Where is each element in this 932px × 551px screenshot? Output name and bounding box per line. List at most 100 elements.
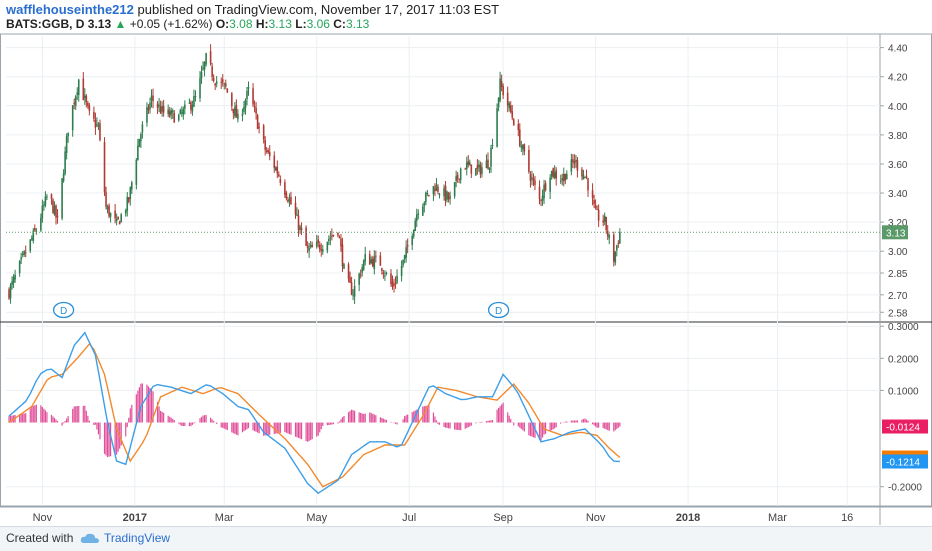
- candle-body: [215, 81, 218, 84]
- last-price-tag: [882, 225, 908, 240]
- x-tick-label: 16: [841, 512, 853, 524]
- candle-body: [543, 184, 545, 199]
- candle-body: [619, 232, 621, 244]
- candle-body: [475, 168, 477, 176]
- candle-body: [209, 51, 212, 64]
- candle-body: [555, 170, 557, 179]
- candle-body: [337, 233, 339, 236]
- close-label: C:: [333, 17, 346, 31]
- candle-body: [212, 77, 215, 81]
- candle-body: [614, 251, 617, 263]
- dividend-marker-icon[interactable]: [52, 301, 75, 319]
- created-with-text: Created with: [6, 531, 74, 545]
- candle-body: [284, 182, 286, 195]
- candle-body: [35, 230, 38, 232]
- chart-canvas[interactable]: Nov 2017 Mar May Jul Sep Nov 2018 Mar 16 4.40 4.20 4…: [0, 0, 932, 526]
- candle-body: [476, 165, 479, 169]
- x-tick-label: Sep: [493, 512, 513, 524]
- candle-body: [576, 159, 579, 171]
- price-tick-label: 4.20: [888, 73, 908, 84]
- candle-body: [170, 110, 173, 115]
- price-change: +0.05 (+1.62%): [129, 17, 213, 31]
- candle-body: [41, 205, 44, 219]
- candle-body: [243, 107, 245, 112]
- candle-body: [315, 242, 318, 247]
- publish-line: wafflehouseinthe212 published on Trading…: [6, 2, 499, 17]
- x-tick-label: Mar: [215, 512, 234, 524]
- author-link[interactable]: wafflehouseinthe212: [6, 2, 134, 17]
- candle-body: [135, 159, 138, 185]
- candle-body: [347, 264, 350, 279]
- candle-body: [479, 164, 482, 175]
- candle-body: [512, 119, 515, 126]
- candle-body: [381, 268, 383, 271]
- dividend-marker-label: D: [495, 306, 502, 317]
- candle-body: [76, 92, 79, 95]
- candle-body: [71, 105, 74, 131]
- candle-body: [517, 124, 520, 131]
- x-tick-label: Nov: [33, 512, 53, 524]
- candle-body: [179, 109, 182, 114]
- candle-body: [247, 87, 250, 89]
- candle-body: [152, 95, 154, 102]
- candle-body: [232, 108, 235, 114]
- candle-body: [64, 151, 66, 174]
- candle-body: [446, 191, 448, 200]
- candle-body: [308, 248, 310, 251]
- candle-body: [406, 245, 409, 247]
- candle-body: [74, 96, 77, 106]
- candle-body: [520, 146, 523, 148]
- candle-body: [594, 205, 597, 209]
- candle-body: [487, 159, 489, 169]
- candle-body: [617, 243, 620, 245]
- high-label: H:: [255, 17, 269, 31]
- tradingview-logo-text[interactable]: TradingView: [104, 531, 171, 545]
- price-tick-label: 3.60: [888, 160, 908, 171]
- candle-body: [371, 258, 374, 267]
- macd-series-line: [8, 331, 620, 495]
- candle-body: [593, 200, 595, 205]
- candle-body: [375, 255, 377, 257]
- candle-body: [502, 86, 504, 96]
- candle-body: [237, 113, 239, 120]
- candle-body: [158, 104, 160, 107]
- candle-body: [400, 265, 403, 277]
- candle-body: [14, 274, 16, 280]
- chart-header: wafflehouseinthe212 published on Trading…: [0, 0, 932, 34]
- candle-body: [415, 214, 418, 222]
- candle-body: [393, 284, 395, 286]
- candle-body: [140, 134, 142, 142]
- candle-body: [126, 196, 129, 211]
- x-tick-label: May: [306, 512, 327, 524]
- candle-body: [294, 202, 297, 215]
- candle-body: [278, 174, 280, 177]
- candle-body: [538, 186, 541, 200]
- dividend-marker-icon[interactable]: [487, 301, 510, 319]
- candle-body: [358, 273, 360, 285]
- candle-body: [564, 173, 567, 181]
- candle-body: [226, 88, 229, 93]
- candle-body: [156, 103, 159, 108]
- candle-body: [296, 214, 298, 216]
- price-tick-label: 2.58: [888, 308, 908, 319]
- candle-body: [531, 177, 533, 179]
- candle-body: [496, 108, 498, 147]
- candle-body: [523, 144, 526, 152]
- candle-body: [394, 283, 397, 285]
- candle-body: [597, 209, 600, 221]
- candle-body: [425, 192, 427, 203]
- candle-body: [329, 237, 332, 239]
- tradingview-cloud-icon: [80, 533, 99, 543]
- candle-body: [181, 112, 183, 114]
- candle-body: [115, 219, 118, 222]
- candle-body: [587, 178, 589, 191]
- candle-body: [220, 81, 223, 83]
- signal-series-line: [8, 342, 621, 488]
- candle-body: [265, 150, 268, 152]
- candle-body: [221, 79, 224, 83]
- candle-body: [544, 183, 547, 191]
- price-tick-label: 4.00: [888, 102, 908, 113]
- candle-body: [481, 167, 483, 174]
- candle-body: [540, 199, 542, 201]
- price-tick-label: 3.20: [888, 218, 908, 229]
